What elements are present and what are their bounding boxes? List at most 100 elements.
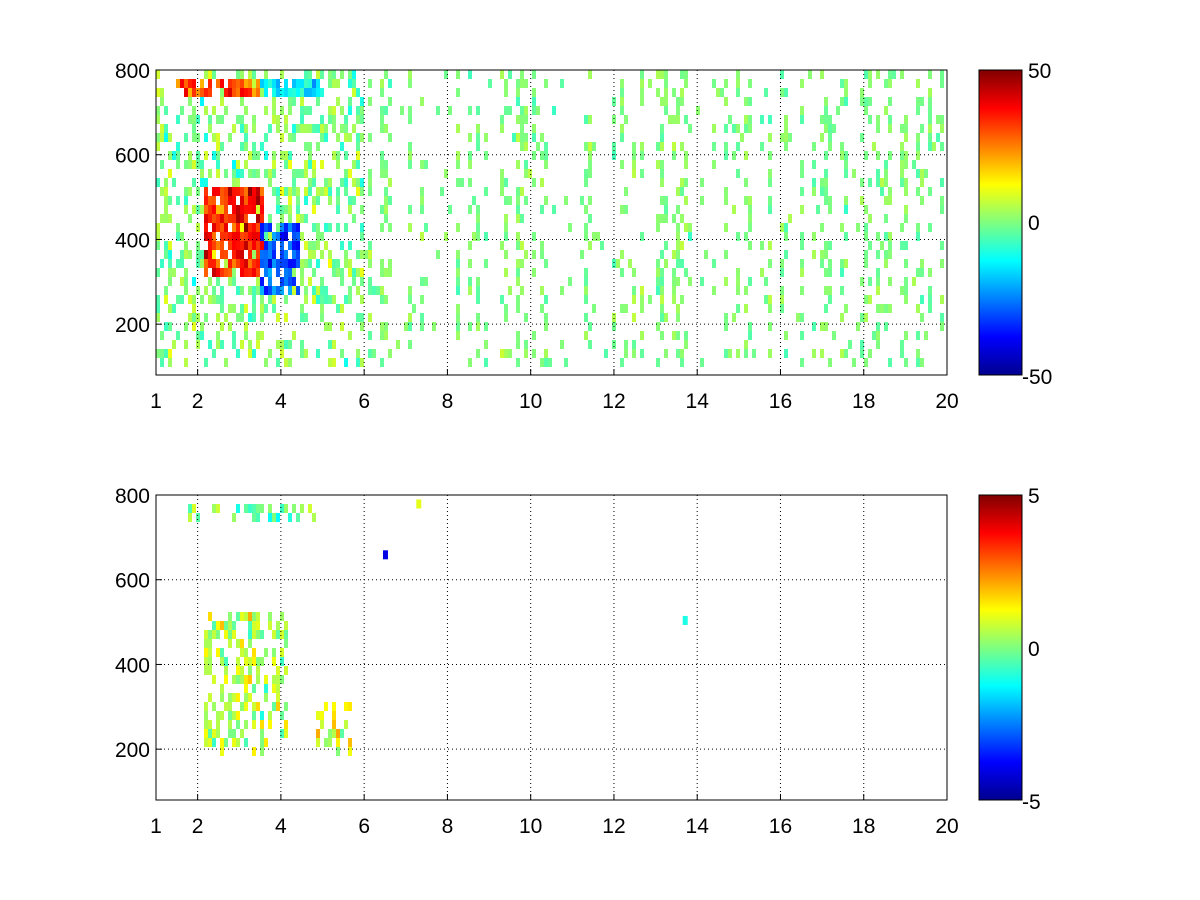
top-heatmap-cell (472, 196, 476, 205)
top-heatmap-cell (296, 196, 300, 205)
bottom-heatmap-cell (212, 729, 216, 738)
top-heatmap-cell (848, 340, 852, 349)
top-heatmap-cell (292, 286, 296, 295)
bottom-heatmap-cell (204, 702, 208, 711)
top-heatmap-cell (300, 97, 304, 106)
top-heatmap-cell (904, 187, 908, 196)
bottom-heatmap-cell (308, 504, 312, 513)
top-heatmap-cell (888, 97, 892, 106)
top-heatmap-cell (656, 160, 660, 169)
top-heatmap-cell (904, 160, 908, 169)
top-heatmap-cell (508, 286, 512, 295)
top-heatmap-cell (280, 259, 284, 268)
top-heatmap-cell (228, 232, 232, 241)
top-heatmap-cell (676, 106, 680, 115)
top-heatmap-cell (656, 214, 660, 223)
top-heatmap-cell (284, 205, 288, 214)
top-heatmap-cell (316, 223, 320, 232)
top-heatmap-cell (824, 169, 828, 178)
top-heatmap-cell (196, 331, 200, 340)
top-heatmap-cell (404, 322, 408, 331)
bottom-heatmap-cell (316, 738, 320, 747)
top-heatmap-cell (660, 142, 664, 151)
top-heatmap-cell (280, 151, 284, 160)
top-heatmap-cell (420, 160, 424, 169)
top-heatmap-cell (220, 223, 224, 232)
top-heatmap-cell (388, 259, 392, 268)
top-heatmap-cell (876, 322, 880, 331)
bottom-heatmap-cell (188, 504, 192, 513)
bottom-heatmap-cell (320, 720, 324, 729)
top-heatmap-cell (276, 286, 280, 295)
top-heatmap-cell (564, 358, 568, 367)
top-heatmap-cell (500, 295, 504, 304)
top-heatmap-cell (624, 115, 628, 124)
top-heatmap-cell (888, 115, 892, 124)
bottom-heatmap-cell (220, 657, 224, 666)
top-heatmap-cell (196, 115, 200, 124)
top-heatmap-cell (796, 313, 800, 322)
top-heatmap-cell (252, 142, 256, 151)
top-heatmap-cell (864, 295, 868, 304)
bottom-heatmap-cell (196, 513, 200, 522)
top-heatmap-cell (456, 250, 460, 259)
top-heatmap-cell (284, 187, 288, 196)
top-heatmap-cell (524, 106, 528, 115)
top-heatmap-cell (208, 232, 212, 241)
bottom-heatmap-cell (228, 702, 232, 711)
bottom-heatmap-cell (244, 738, 248, 747)
top-heatmap-cell (360, 133, 364, 142)
top-heatmap-cell (196, 88, 200, 97)
top-heatmap-cell (588, 160, 592, 169)
top-heatmap-cell (344, 124, 348, 133)
top-heatmap-cell (168, 358, 172, 367)
top-heatmap-cell (368, 313, 372, 322)
top-heatmap-cell (208, 196, 212, 205)
top-heatmap-cell (184, 79, 188, 88)
top-heatmap-cell (672, 250, 676, 259)
bottom-heatmap-cell (256, 612, 260, 621)
bottom-heatmap-cell (252, 648, 256, 657)
top-heatmap-cell (192, 277, 196, 286)
top-heatmap-cell (236, 88, 240, 97)
bottom-heatmap-cell (208, 720, 212, 729)
top-heatmap-cell (800, 331, 804, 340)
top-heatmap-cell (256, 196, 260, 205)
top-heatmap-cell (320, 160, 324, 169)
bottom-heatmap-cell (224, 621, 228, 630)
top-heatmap-cell (336, 97, 340, 106)
top-heatmap-cell (212, 223, 216, 232)
top-heatmap-cell (288, 97, 292, 106)
bottom-heatmap-cell (348, 702, 352, 711)
top-heatmap-cell (836, 106, 840, 115)
top-heatmap-cell (660, 304, 664, 313)
top-heatmap-cell (620, 250, 624, 259)
bottom-heatmap-cell (256, 621, 260, 630)
bottom-heatmap-cell (252, 747, 256, 756)
top-heatmap-cell (468, 286, 472, 295)
top-heatmap-cell (224, 205, 228, 214)
top-heatmap-cell (312, 169, 316, 178)
top-heatmap-cell (640, 97, 644, 106)
top-heatmap-cell (764, 277, 768, 286)
top-heatmap-cell (276, 196, 280, 205)
top-heatmap-cell (356, 187, 360, 196)
top-heatmap-cell (184, 286, 188, 295)
top-heatmap-cell (288, 241, 292, 250)
top-heatmap-cell (160, 358, 164, 367)
bottom-heatmap-cell (248, 630, 252, 639)
top-heatmap-cell (224, 250, 228, 259)
top-heatmap-cell (880, 178, 884, 187)
top-heatmap-cell (868, 79, 872, 88)
top-heatmap-cell (672, 88, 676, 97)
top-heatmap-cell (220, 250, 224, 259)
bottom-heatmap-cell (204, 657, 208, 666)
top-heatmap-cell (316, 295, 320, 304)
top-heatmap-cell (240, 205, 244, 214)
top-heatmap-cell (196, 151, 200, 160)
top-heatmap-cell (588, 214, 592, 223)
top-heatmap-cell (348, 205, 352, 214)
top-heatmap-cell (760, 268, 764, 277)
top-heatmap-cell (764, 88, 768, 97)
top-heatmap-cell (328, 322, 332, 331)
